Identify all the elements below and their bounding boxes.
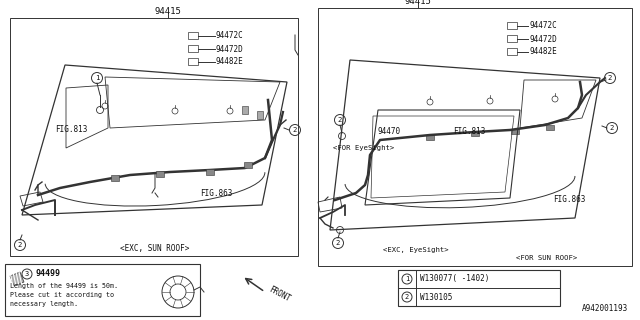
Text: 94472D: 94472D bbox=[216, 44, 244, 53]
Text: necessary length.: necessary length. bbox=[10, 301, 78, 307]
Text: <EXC, SUN ROOF>: <EXC, SUN ROOF> bbox=[120, 244, 189, 252]
Text: 2: 2 bbox=[336, 240, 340, 246]
Bar bbox=[206, 169, 214, 175]
Text: FIG.813: FIG.813 bbox=[453, 127, 485, 137]
Text: W130105: W130105 bbox=[420, 292, 452, 301]
Text: W130077( -1402): W130077( -1402) bbox=[420, 275, 490, 284]
Bar bbox=[546, 125, 554, 130]
Text: A942001193: A942001193 bbox=[582, 304, 628, 313]
Bar bbox=[511, 129, 519, 134]
Text: 2: 2 bbox=[405, 294, 409, 300]
Text: <FOR SUN ROOF>: <FOR SUN ROOF> bbox=[516, 255, 577, 261]
Text: 2: 2 bbox=[293, 127, 297, 133]
Text: FIG.863: FIG.863 bbox=[200, 188, 232, 197]
Text: 2: 2 bbox=[610, 125, 614, 131]
Text: 94415: 94415 bbox=[155, 6, 182, 15]
Bar bbox=[398, 270, 560, 306]
Text: 94472C: 94472C bbox=[216, 31, 244, 41]
Text: FRONT: FRONT bbox=[267, 284, 292, 303]
Text: 1: 1 bbox=[95, 75, 99, 81]
Bar bbox=[5, 264, 200, 316]
Text: 94499: 94499 bbox=[35, 269, 60, 278]
Bar bbox=[111, 175, 119, 181]
Bar bbox=[10, 18, 298, 256]
Text: 1: 1 bbox=[405, 276, 409, 282]
Text: 3: 3 bbox=[25, 271, 29, 277]
Text: <EXC, EyeSight>: <EXC, EyeSight> bbox=[383, 247, 449, 253]
Text: FIG.813: FIG.813 bbox=[55, 125, 88, 134]
Bar bbox=[318, 8, 632, 266]
Text: 94472D: 94472D bbox=[530, 35, 557, 44]
Text: FIG.863: FIG.863 bbox=[553, 196, 586, 204]
Text: Please cut it according to: Please cut it according to bbox=[10, 292, 114, 298]
Bar bbox=[244, 162, 252, 168]
Bar bbox=[257, 111, 263, 119]
Bar bbox=[156, 171, 164, 177]
Bar bbox=[242, 106, 248, 114]
Bar bbox=[426, 135, 434, 140]
Text: 2: 2 bbox=[608, 75, 612, 81]
Text: Length of the 94499 is 50m.: Length of the 94499 is 50m. bbox=[10, 283, 118, 289]
Text: 2: 2 bbox=[18, 242, 22, 248]
Bar bbox=[471, 131, 479, 136]
Text: 94415: 94415 bbox=[404, 0, 431, 5]
Polygon shape bbox=[10, 272, 24, 286]
Text: 94482E: 94482E bbox=[216, 58, 244, 67]
Text: 94482E: 94482E bbox=[530, 47, 557, 57]
Text: 2: 2 bbox=[338, 117, 342, 123]
Text: 94470: 94470 bbox=[378, 127, 401, 137]
Text: <FOR EyeSight>: <FOR EyeSight> bbox=[333, 145, 394, 151]
Text: 94472C: 94472C bbox=[530, 21, 557, 30]
